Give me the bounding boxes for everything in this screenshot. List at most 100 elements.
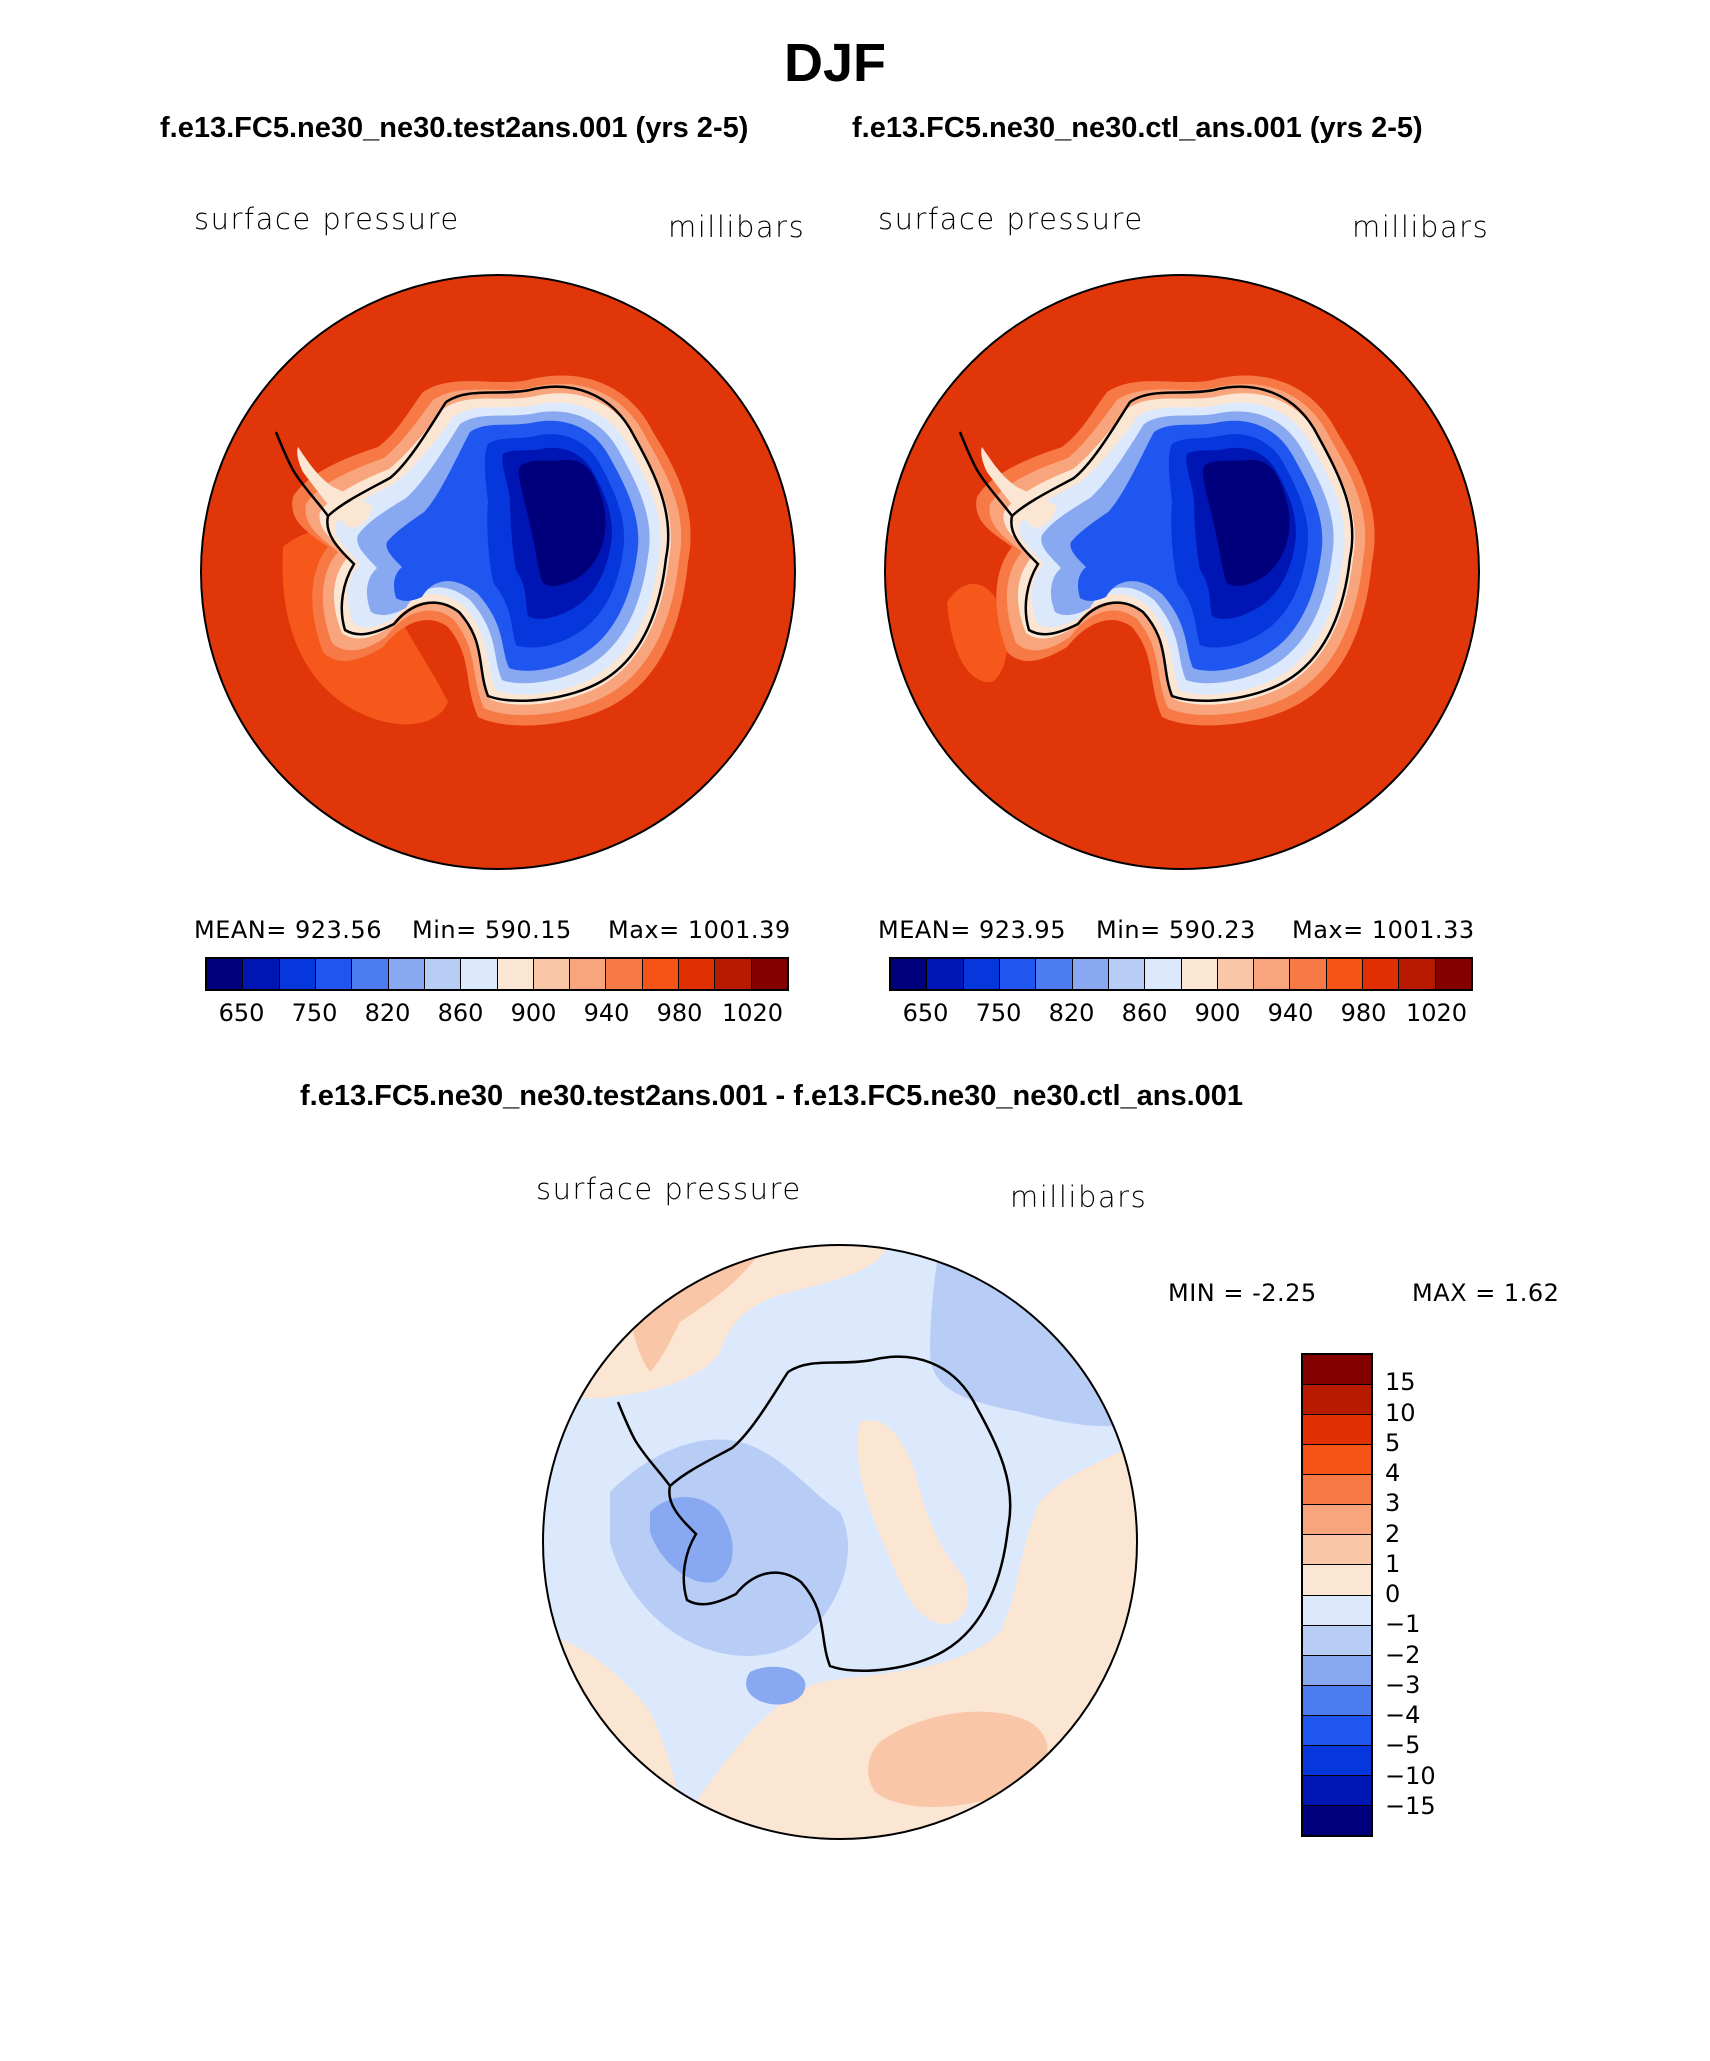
colorbar-tick-label: 750 (291, 999, 338, 1027)
right-stat-min: Min= 590.23 (1096, 916, 1256, 944)
island-2 (893, 411, 902, 434)
peninsula-contour (981, 447, 1057, 528)
ice-contour-6 (518, 459, 606, 586)
colorbar-tick-label: −1 (1385, 1610, 1421, 1639)
colorbar-swatch (1108, 959, 1146, 989)
right-units-label: millibars (1352, 210, 1490, 244)
colorbar-swatch (388, 959, 425, 989)
colorbar-swatch (1399, 959, 1436, 989)
colorbar-swatch (715, 959, 752, 989)
colorbar-swatch (1303, 1565, 1371, 1596)
colorbar-swatch (1303, 1475, 1371, 1506)
colorbar-tick-label: 4 (1385, 1459, 1401, 1487)
island-2 (551, 1381, 560, 1404)
colorbar-swatch (606, 959, 643, 989)
colorbar-tick-label: 3 (1385, 1489, 1401, 1518)
colorbar-swatch (243, 959, 280, 989)
colorbar-tick-label: 650 (902, 999, 949, 1027)
left-colorbar (205, 957, 789, 991)
colorbar-tick-label: 5 (1385, 1428, 1401, 1457)
colorbar-tick-label: −5 (1385, 1731, 1421, 1760)
diff-negative-south-inner (746, 1666, 806, 1705)
colorbar-tick-label: 0 (1385, 1580, 1401, 1608)
island-1 (919, 348, 934, 359)
colorbar-swatch (891, 959, 928, 989)
colorbar-tick-label: 820 (364, 999, 411, 1027)
case-title-left: f.e13.FC5.ne30_ne30.test2ans.001 (yrs 2-… (160, 112, 749, 144)
colorbar-swatch (999, 959, 1037, 989)
colorbar-tick-label: 900 (510, 999, 557, 1027)
colorbar-tick-label: 860 (437, 999, 484, 1027)
colorbar-tick-label: 2 (1385, 1519, 1401, 1548)
left-stat-min: Min= 590.15 (412, 916, 572, 944)
diff-variable-label: surface pressure (536, 1172, 802, 1206)
figure-title: DJF (783, 33, 886, 93)
right-stat-max: Max= 1001.33 (1292, 916, 1475, 944)
diff-stat-min: MIN = -2.25 (1168, 1279, 1317, 1307)
colorbar-tick-label: 10 (1385, 1398, 1416, 1427)
colorbar-tick-label: −2 (1385, 1640, 1421, 1669)
colorbar-swatch (642, 959, 680, 989)
coastline (958, 385, 1354, 703)
colorbar-swatch (1290, 959, 1327, 989)
diff-units-label: millibars (1010, 1180, 1148, 1214)
colorbar-swatch (1363, 959, 1400, 989)
right-stat-mean: MEAN= 923.95 (878, 916, 1066, 944)
colorbar-tick-label: 750 (975, 999, 1022, 1027)
colorbar-tick-label: 1020 (1405, 999, 1468, 1027)
case-title-right: f.e13.FC5.ne30_ne30.ctl_ans.001 (yrs 2-5… (852, 112, 1423, 144)
colorbar-tick-label: 1 (1385, 1549, 1401, 1578)
colorbar-swatch (1303, 1685, 1371, 1716)
colorbar-swatch (570, 959, 607, 989)
colorbar-swatch (207, 959, 244, 989)
colorbar-swatch (1217, 959, 1255, 989)
colorbar-tick-label: 15 (1385, 1368, 1416, 1397)
colorbar-swatch (1303, 1505, 1371, 1536)
colorbar-swatch (1303, 1445, 1371, 1476)
left-stat-mean: MEAN= 923.56 (194, 916, 382, 944)
colorbar-swatch (751, 959, 787, 989)
colorbar-swatch (963, 959, 1000, 989)
colorbar-tick-label: −15 (1385, 1791, 1436, 1820)
colorbar-swatch (1303, 1355, 1371, 1386)
colorbar-swatch (1303, 1805, 1371, 1835)
right-variable-label: surface pressure (878, 202, 1144, 236)
weddell-low-contour (947, 583, 1008, 683)
colorbar-swatch (352, 959, 389, 989)
island-1 (577, 1318, 592, 1329)
diff-positive-center (857, 1420, 969, 1624)
coastline (274, 385, 670, 703)
colorbar-swatch (1145, 959, 1182, 989)
island-2 (209, 411, 218, 434)
colorbar-tick-label: −3 (1385, 1670, 1421, 1699)
colorbar-tick-label: 820 (1048, 999, 1095, 1027)
colorbar-swatch (424, 959, 462, 989)
colorbar-tick-label: 980 (656, 999, 703, 1027)
right-polar-map (884, 274, 1480, 870)
colorbar-tick-label: 980 (1340, 999, 1387, 1027)
colorbar-tick-label: 1020 (721, 999, 784, 1027)
case-title-diff: f.e13.FC5.ne30_ne30.test2ans.001 - f.e13… (300, 1080, 1244, 1112)
peninsula-contour (297, 447, 373, 528)
colorbar-swatch (1181, 959, 1218, 989)
colorbar-tick-label: 940 (1267, 999, 1314, 1027)
colorbar-swatch (1303, 1385, 1371, 1416)
diff-polar-map (542, 1244, 1138, 1840)
left-stat-max: Max= 1001.39 (608, 916, 791, 944)
colorbar-tick-label: −10 (1385, 1761, 1436, 1790)
colorbar-swatch (461, 959, 498, 989)
diff-positive-br-inner (868, 1711, 1048, 1807)
colorbar-swatch (1254, 959, 1291, 989)
island-1 (235, 348, 250, 359)
colorbar-tick-label: −4 (1385, 1701, 1421, 1729)
colorbar-swatch (1303, 1595, 1371, 1626)
colorbar-tick-label: 650 (218, 999, 265, 1027)
colorbar-tick-label: 900 (1194, 999, 1241, 1027)
colorbar-swatch (1303, 1775, 1371, 1806)
diff-colorbar (1301, 1353, 1373, 1837)
colorbar-swatch (1326, 959, 1364, 989)
colorbar-swatch (1303, 1655, 1371, 1686)
left-units-label: millibars (668, 210, 806, 244)
right-colorbar (889, 957, 1473, 991)
colorbar-swatch (1303, 1745, 1371, 1776)
